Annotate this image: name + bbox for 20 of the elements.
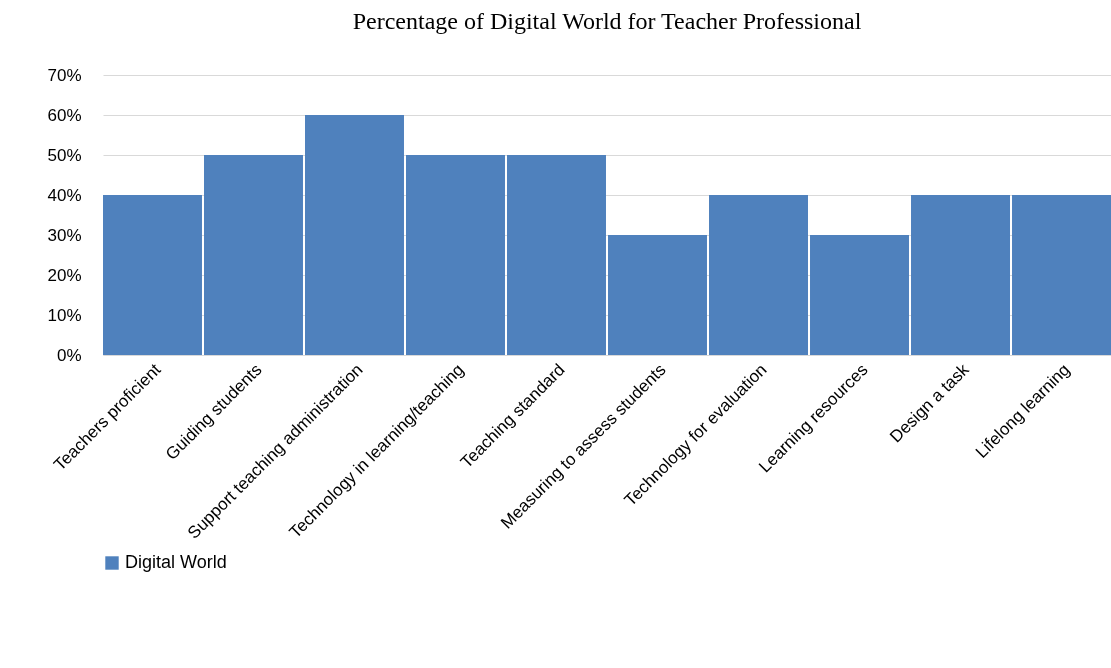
y-tick-label: 70% (47, 65, 82, 85)
y-tick-label: 10% (47, 305, 82, 325)
bar (507, 155, 606, 355)
bar (810, 235, 909, 355)
bar (608, 235, 707, 355)
bar (103, 195, 202, 355)
bar (709, 195, 808, 355)
chart-title: Percentage of Digital World for Teacher Professional (352, 8, 862, 34)
y-tick-label: 30% (47, 225, 82, 245)
y-tick-label: 20% (47, 265, 82, 285)
bar (911, 195, 1010, 355)
y-tick-label: 60% (47, 105, 82, 125)
y-tick-label: 0% (56, 345, 82, 365)
bar (305, 115, 404, 355)
y-tick-label: 40% (47, 185, 82, 205)
bar (204, 155, 303, 355)
legend-label: Digital World (125, 552, 227, 572)
bar (1012, 195, 1111, 355)
y-tick-label: 50% (47, 145, 82, 165)
bar (406, 155, 505, 355)
